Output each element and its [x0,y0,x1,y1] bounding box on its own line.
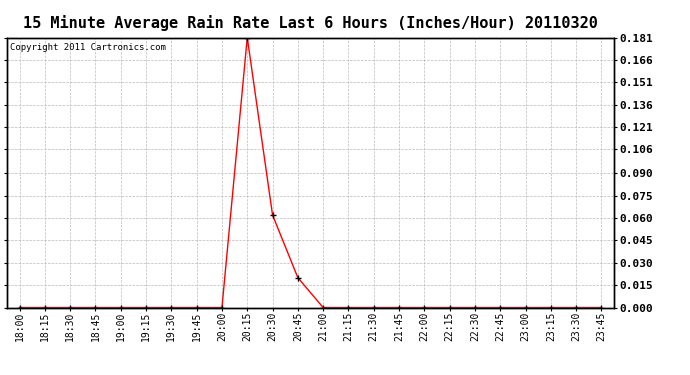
Text: 15 Minute Average Rain Rate Last 6 Hours (Inches/Hour) 20110320: 15 Minute Average Rain Rate Last 6 Hours… [23,15,598,31]
Text: Copyright 2011 Cartronics.com: Copyright 2011 Cartronics.com [10,43,166,52]
